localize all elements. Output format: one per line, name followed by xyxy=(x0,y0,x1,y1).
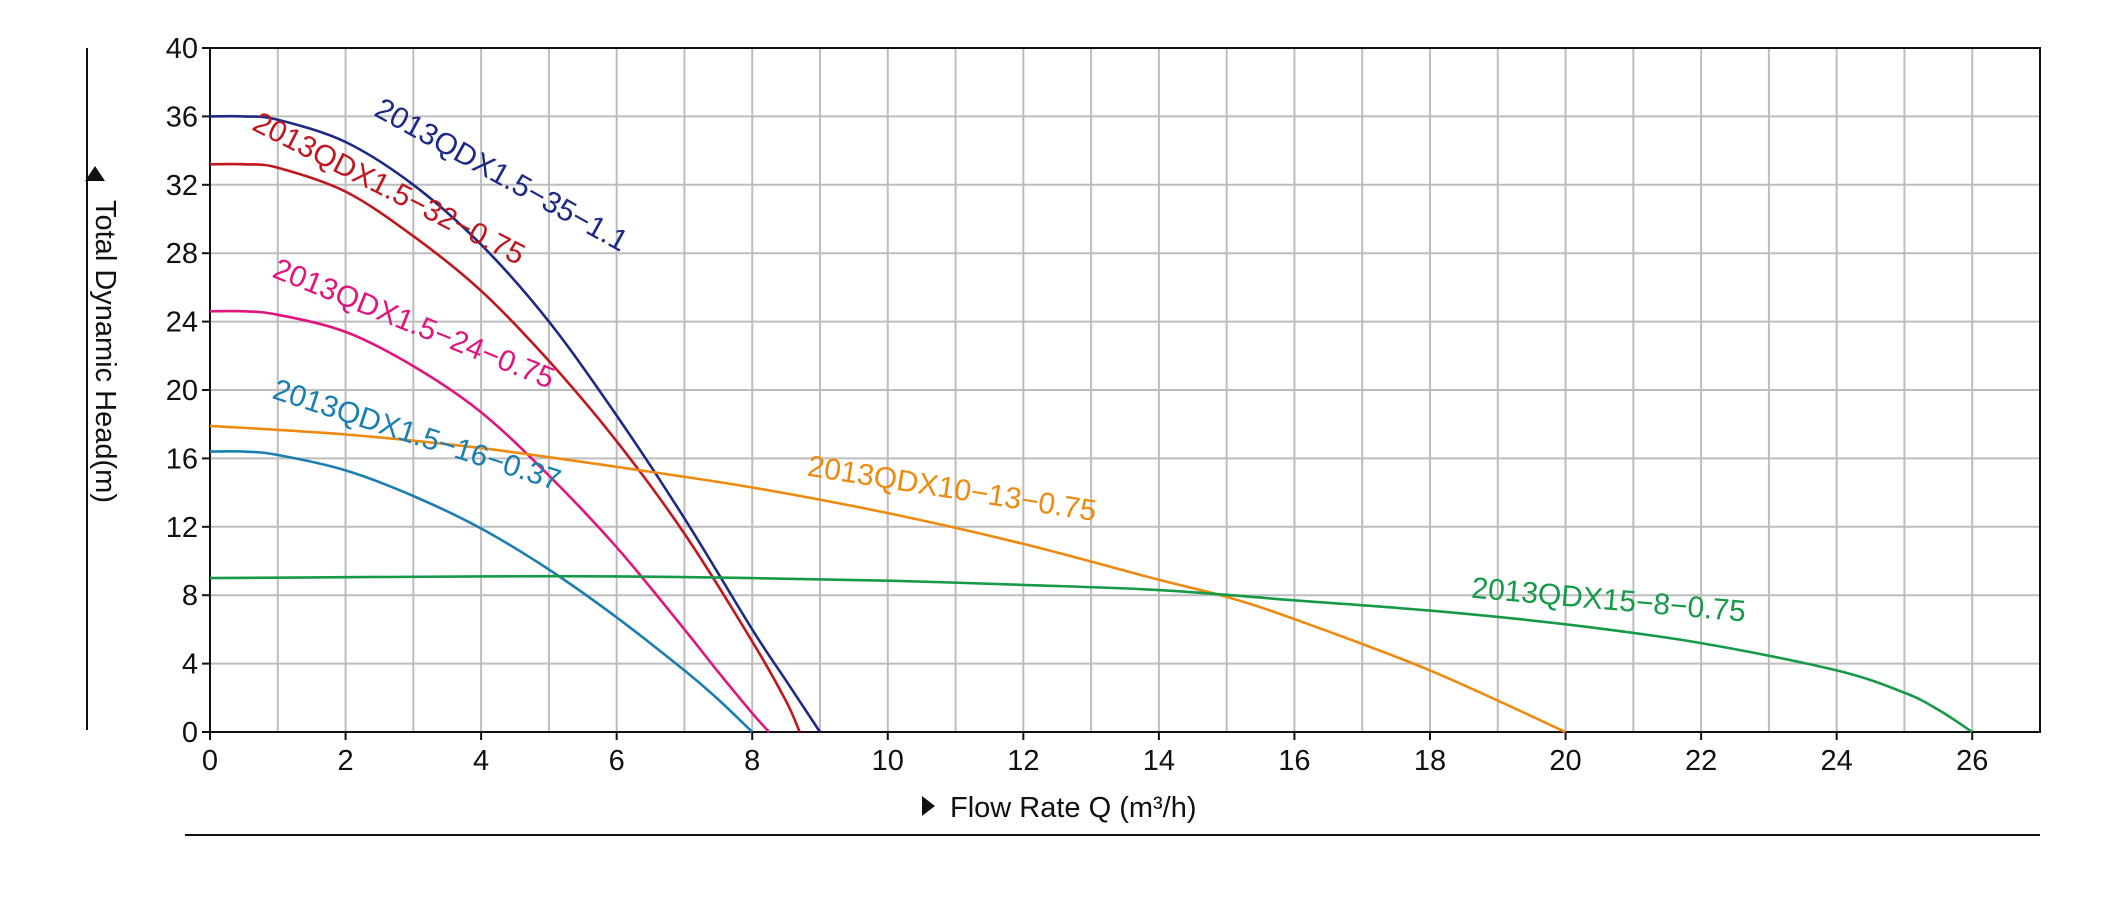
x-tick-label: 16 xyxy=(1278,745,1310,777)
x-axis-title-arrow-icon xyxy=(922,796,935,816)
x-axis-ticks: 0 2 4 6 8 10 12 14 16 18 20 22 24 26 xyxy=(202,732,1988,777)
x-tick-label: 2 xyxy=(337,745,353,777)
y-axis-ticks: 0 4 8 12 16 20 24 28 32 36 40 xyxy=(166,33,210,749)
curve-1 xyxy=(209,114,822,733)
pump-curves xyxy=(209,114,1973,734)
y-tick-label: 0 xyxy=(182,717,198,749)
curve-label-5: 2013QDX10−13−0.75 xyxy=(805,450,1098,528)
x-tick-label: 24 xyxy=(1821,745,1853,777)
grid xyxy=(210,48,2040,732)
y-tick-label: 12 xyxy=(166,512,198,544)
curve-label-6: 2013QDX15−8−0.75 xyxy=(1470,572,1747,629)
x-tick-label: 6 xyxy=(609,745,625,777)
y-tick-label: 24 xyxy=(166,307,198,339)
curve-label-4: 2013QDX1.5−16−0.37 xyxy=(269,373,565,497)
y-tick-label: 28 xyxy=(166,238,198,270)
y-tick-label: 16 xyxy=(166,443,198,475)
x-tick-label: 10 xyxy=(872,745,904,777)
x-tick-label: 22 xyxy=(1685,745,1717,777)
x-tick-label: 4 xyxy=(473,745,489,777)
y-axis-title-arrow-icon xyxy=(85,166,105,181)
curve-4 xyxy=(209,450,754,733)
curve-5 xyxy=(209,424,1567,734)
x-tick-label: 20 xyxy=(1549,745,1581,777)
y-tick-label: 32 xyxy=(166,170,198,202)
x-tick-label: 18 xyxy=(1414,745,1446,777)
x-tick-label: 8 xyxy=(744,745,760,777)
x-tick-label: 12 xyxy=(1007,745,1039,777)
y-tick-label: 40 xyxy=(166,33,198,65)
y-axis-title: Total Dynamic Head(m) xyxy=(89,200,121,503)
x-axis-title: Flow Rate Q (m³/h) xyxy=(950,792,1197,824)
x-tick-label: 0 xyxy=(202,745,218,777)
y-tick-label: 4 xyxy=(182,649,198,681)
y-tick-label: 8 xyxy=(182,580,198,612)
curve-2 xyxy=(209,162,801,733)
curve-3 xyxy=(209,309,771,733)
curve-6 xyxy=(209,574,1973,734)
y-tick-label: 36 xyxy=(166,101,198,133)
curve-labels: 2013QDX1.5−35−1.12013QDX1.5−32−0.752013Q… xyxy=(248,92,1748,629)
y-tick-label: 20 xyxy=(166,375,198,407)
x-tick-label: 14 xyxy=(1143,745,1175,777)
x-tick-label: 26 xyxy=(1956,745,1988,777)
